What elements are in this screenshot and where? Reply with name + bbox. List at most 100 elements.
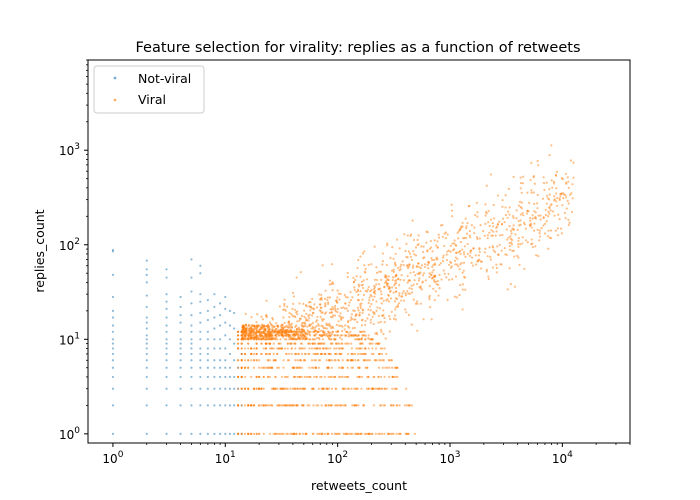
- point-viral: [390, 310, 393, 313]
- point-viral: [489, 258, 492, 261]
- point-viral: [350, 334, 353, 337]
- point-viral: [392, 404, 395, 407]
- point-viral: [309, 338, 312, 341]
- point-viral: [290, 352, 293, 356]
- point-viral: [381, 359, 384, 362]
- point-viral: [395, 432, 398, 435]
- point-viral: [537, 164, 540, 167]
- point-viral: [422, 318, 425, 321]
- point-viral: [393, 308, 397, 311]
- point-viral: [475, 263, 478, 266]
- point-viral: [320, 293, 323, 296]
- point-viral: [377, 375, 380, 379]
- point-viral: [566, 199, 569, 202]
- point-viral: [334, 375, 337, 379]
- point-viral: [236, 432, 240, 435]
- point-viral: [296, 313, 299, 316]
- point-viral: [546, 215, 550, 218]
- point-viral: [451, 215, 454, 218]
- point-viral: [529, 216, 532, 220]
- point-viral: [362, 330, 365, 333]
- point-viral: [364, 319, 367, 323]
- point-viral: [303, 315, 306, 318]
- point-viral: [375, 300, 378, 303]
- point-viral: [415, 300, 419, 303]
- point-viral: [428, 306, 432, 309]
- point-viral: [393, 300, 397, 303]
- point-viral: [472, 247, 475, 250]
- point-viral: [420, 288, 424, 291]
- point-viral: [478, 237, 481, 240]
- point-viral: [364, 267, 367, 271]
- point-viral: [341, 375, 344, 379]
- point-viral: [319, 309, 322, 312]
- point-viral: [330, 404, 334, 407]
- point-viral: [453, 242, 456, 245]
- point-viral: [483, 234, 486, 237]
- point-viral: [532, 175, 535, 178]
- point-viral: [236, 342, 240, 345]
- point-viral: [347, 325, 350, 328]
- point-not-viral: [190, 342, 193, 345]
- point-viral: [369, 321, 372, 324]
- point-viral: [290, 326, 293, 329]
- point-viral: [547, 247, 550, 250]
- point-viral: [337, 342, 341, 345]
- point-viral: [504, 214, 507, 217]
- point-viral: [358, 314, 361, 317]
- point-viral: [328, 296, 332, 299]
- point-viral: [365, 359, 368, 362]
- point-viral: [251, 330, 254, 333]
- point-viral: [305, 312, 308, 315]
- point-viral: [548, 154, 551, 157]
- point-viral: [559, 195, 562, 198]
- point-viral: [353, 352, 357, 356]
- point-viral: [333, 314, 337, 317]
- point-viral: [357, 309, 360, 312]
- point-viral: [441, 235, 444, 239]
- point-viral: [464, 288, 467, 291]
- point-viral: [335, 342, 338, 345]
- point-viral: [277, 432, 280, 435]
- point-viral: [395, 387, 398, 390]
- point-viral: [347, 319, 350, 323]
- point-viral: [416, 329, 419, 332]
- point-viral: [326, 296, 330, 299]
- point-not-viral: [165, 307, 168, 310]
- point-viral: [346, 275, 349, 279]
- point-not-viral: [190, 432, 193, 435]
- point-not-viral: [145, 334, 148, 337]
- point-viral: [543, 188, 546, 192]
- point-viral: [358, 330, 362, 333]
- point-viral: [431, 265, 434, 269]
- point-viral: [466, 252, 469, 256]
- point-viral: [532, 229, 536, 232]
- point-viral: [422, 250, 425, 254]
- point-viral: [532, 191, 535, 194]
- point-not-viral: [213, 404, 216, 407]
- point-viral: [412, 298, 415, 301]
- point-viral: [427, 267, 430, 270]
- point-not-viral: [179, 314, 182, 317]
- point-viral: [406, 234, 409, 237]
- point-viral: [311, 321, 315, 325]
- point-viral: [380, 293, 383, 296]
- point-viral: [533, 202, 536, 205]
- point-viral: [412, 283, 415, 286]
- point-not-viral: [199, 293, 202, 296]
- point-viral: [255, 347, 258, 350]
- point-viral: [250, 404, 253, 407]
- point-viral: [240, 387, 243, 390]
- point-not-viral: [111, 359, 115, 362]
- point-not-viral: [145, 432, 148, 435]
- point-not-viral: [206, 404, 209, 407]
- point-viral: [409, 234, 412, 237]
- point-viral: [320, 404, 323, 407]
- point-not-viral: [199, 300, 202, 303]
- point-viral: [431, 258, 434, 262]
- point-viral: [323, 331, 326, 334]
- x-tick-label: 101: [215, 450, 236, 466]
- point-viral: [340, 324, 343, 327]
- point-not-viral: [199, 264, 202, 267]
